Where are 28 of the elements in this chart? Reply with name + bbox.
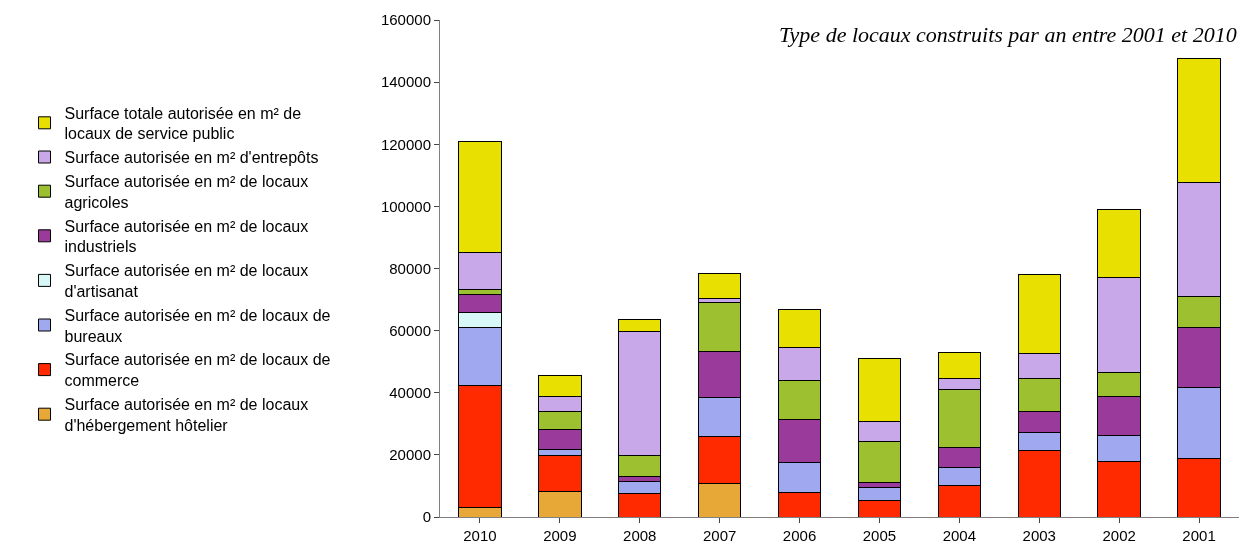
x-tick-label: 2005 [862,527,897,544]
legend-label: Surface autorisée en m² de locaux d'hébergement hôtelier [64,396,309,434]
legend-label: Surface autorisée en m² de locaux industriels [64,217,309,256]
x-tick-label: 2001 [1182,527,1216,544]
x-tick-label: 2006 [782,527,817,544]
y-tick-label: 60000 [389,321,431,339]
x-tick-label: 2003 [1022,527,1056,544]
legend-label: Surface autorisée en m² d'entrepôts [64,149,319,167]
legend-label: Surface autorisée en m² de locaux de commerce [64,351,331,390]
x-tick-label: 2009 [543,527,577,544]
x-tick-label: 2007 [702,527,737,544]
legend-label: Surface autorisée en m² de locaux de bureaux [64,306,331,345]
y-tick-label: 140000 [380,73,431,91]
y-tick-label: 40000 [389,384,431,401]
x-tick-label: 2002 [1102,527,1136,544]
y-tick-label: 80000 [389,259,431,277]
y-tick-label: 160000 [380,11,431,29]
y-tick-label: 100000 [380,197,431,215]
y-tick-label: 0 [422,508,431,526]
x-tick-label: 2004 [942,527,977,544]
x-tick-label: 2010 [463,527,497,544]
y-tick-label: 120000 [380,135,431,153]
y-tick-label: 20000 [389,446,431,464]
legend-label: Surface autorisée en m² de locaux agricoles [64,173,309,211]
legend-label: Surface autorisée en m² de locaux d'artisanat [64,262,309,301]
x-tick-label: 2008 [623,527,657,544]
chart-title: Type de locaux construits par an entre 2001 et 2010 [779,22,1237,47]
legend-label: Surface totale autorisée en m² de locaux de service public [64,104,302,143]
